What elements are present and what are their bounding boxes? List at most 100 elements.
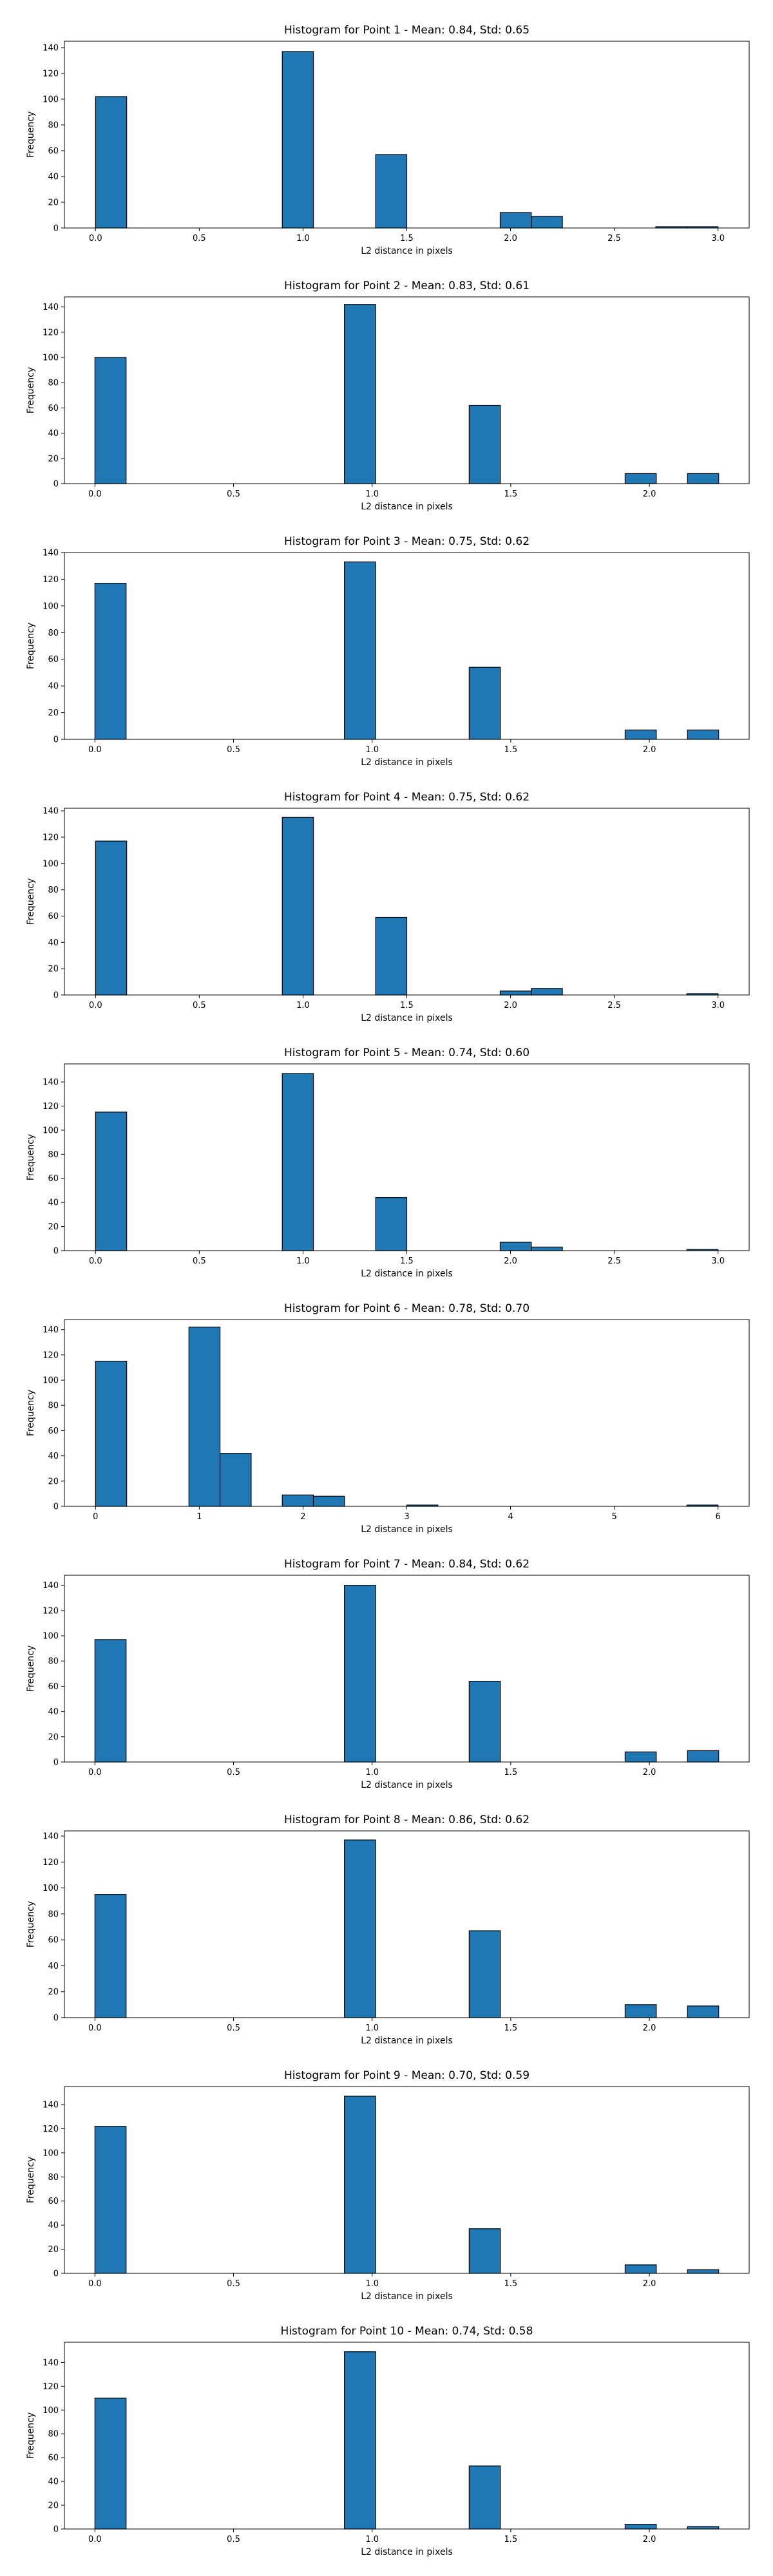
y-tick-label: 40: [48, 1198, 59, 1208]
x-tick-label: 1.0: [296, 234, 310, 243]
chart-title: Histogram for Point 4 - Mean: 0.75, Std:…: [284, 791, 530, 804]
histogram-bar: [624, 729, 657, 740]
x-tick-label: 1.5: [400, 234, 414, 243]
histogram-bar: [624, 1751, 657, 1763]
histogram-bar: [344, 304, 376, 484]
y-tick-label: 100: [43, 1884, 59, 1893]
y-tick-label: 80: [48, 629, 59, 638]
chart-title: Histogram for Point 7 - Mean: 0.84, Std:…: [284, 1558, 530, 1571]
y-tick-label: 140: [43, 2358, 59, 2368]
x-tick-label: 0.5: [193, 234, 206, 243]
y-tick-label: 40: [48, 1707, 59, 1717]
chart-title: Histogram for Point 2 - Mean: 0.83, Std:…: [284, 279, 530, 292]
y-axis-label: Frequency: [26, 1645, 36, 1692]
y-tick-label: 40: [48, 429, 59, 439]
x-tick-label: 1.5: [504, 745, 518, 755]
y-tick-label: 120: [43, 1350, 59, 1360]
x-axis-label: L2 distance in pixels: [361, 757, 453, 768]
x-axis-label: L2 distance in pixels: [361, 502, 453, 512]
chart-title: Histogram for Point 5 - Mean: 0.74, Std:…: [284, 1046, 530, 1059]
histogram-bar: [344, 1585, 376, 1763]
y-tick-label: 20: [48, 1987, 59, 1997]
y-tick-label: 20: [48, 2245, 59, 2255]
y-tick-label: 20: [48, 965, 59, 974]
y-axis-label: Frequency: [26, 2157, 36, 2203]
y-tick-label: 100: [43, 354, 59, 363]
x-tick-label: 1.5: [400, 1256, 414, 1266]
x-tick-label: 1.0: [365, 2535, 379, 2544]
y-tick-label: 20: [48, 454, 59, 464]
x-axis-label: L2 distance in pixels: [361, 1269, 453, 1279]
x-tick-label: 2.5: [607, 234, 621, 243]
x-tick-label: 2.0: [643, 489, 656, 499]
histogram-bar: [344, 2096, 376, 2274]
x-tick-label: 0.0: [89, 234, 102, 243]
y-tick-label: 100: [43, 95, 59, 105]
y-tick-label: 140: [43, 1581, 59, 1591]
y-tick-label: 120: [43, 833, 59, 842]
y-tick-label: 0: [53, 2269, 59, 2279]
x-tick-label: 1.0: [365, 1768, 379, 1777]
chart-title: Histogram for Point 10 - Mean: 0.74, Std…: [281, 2325, 533, 2338]
x-tick-label: 0.5: [227, 745, 240, 755]
y-tick-label: 40: [48, 1452, 59, 1461]
x-tick-label: 1.5: [504, 1768, 518, 1777]
plot-frame: [64, 2086, 750, 2274]
histogram-bar: [188, 1327, 221, 1507]
histogram-1: Histogram for Point 1 - Mean: 0.84, Std:…: [26, 24, 750, 256]
y-tick-label: 120: [43, 2125, 59, 2134]
y-tick-label: 40: [48, 938, 59, 948]
x-axis-label: L2 distance in pixels: [361, 1780, 453, 1790]
y-axis-label: Frequency: [26, 367, 36, 413]
x-tick-label: 4: [508, 1512, 513, 1522]
histogram-bar: [468, 1930, 501, 2018]
histogram-bar: [95, 96, 128, 229]
histogram-bar: [531, 988, 563, 996]
plot-frame: [64, 2342, 750, 2530]
histogram-bar: [687, 2269, 720, 2274]
x-tick-label: 3.0: [711, 1256, 725, 1266]
histogram-6: Histogram for Point 6 - Mean: 0.78, Std:…: [26, 1302, 750, 1535]
histogram-7: Histogram for Point 7 - Mean: 0.84, Std:…: [26, 1558, 750, 1790]
x-tick-label: 0.0: [88, 2023, 102, 2033]
y-tick-label: 140: [43, 1832, 59, 1842]
histogram-bar: [499, 990, 532, 996]
y-tick-label: 0: [53, 480, 59, 489]
y-tick-label: 20: [48, 1732, 59, 1742]
x-tick-label: 3.0: [711, 234, 725, 243]
y-axis-label: Frequency: [26, 623, 36, 669]
y-tick-label: 140: [43, 1325, 59, 1335]
chart-title: Histogram for Point 6 - Mean: 0.78, Std:…: [284, 1302, 530, 1315]
x-tick-label: 2.0: [643, 2023, 656, 2033]
histogram-5: Histogram for Point 5 - Mean: 0.74, Std:…: [26, 1046, 750, 1279]
histogram-bar: [687, 729, 720, 740]
histogram-bar: [531, 216, 563, 229]
x-tick-label: 0.0: [88, 2279, 102, 2289]
y-tick-label: 140: [43, 44, 59, 53]
histogram-bar: [94, 1894, 127, 2018]
y-tick-label: 0: [53, 224, 59, 234]
x-tick-label: 1.5: [400, 1001, 414, 1010]
y-tick-label: 80: [48, 121, 59, 131]
plot-frame: [64, 296, 750, 484]
y-tick-label: 140: [43, 1078, 59, 1088]
y-axis-label: Frequency: [26, 2412, 36, 2459]
y-tick-label: 80: [48, 379, 59, 388]
x-axis-label: L2 distance in pixels: [361, 2547, 453, 2557]
y-tick-label: 0: [53, 2014, 59, 2023]
x-tick-label: 0.0: [89, 1001, 102, 1010]
x-tick-label: 0.5: [227, 1768, 240, 1777]
x-tick-label: 2.0: [504, 1256, 517, 1266]
y-tick-label: 20: [48, 1477, 59, 1486]
y-tick-label: 60: [48, 1682, 59, 1692]
y-tick-label: 60: [48, 147, 59, 156]
y-tick-label: 60: [48, 912, 59, 922]
histogram-bar: [687, 473, 720, 484]
histogram-bar: [468, 2465, 501, 2530]
x-tick-label: 2.0: [643, 2535, 656, 2544]
histogram-bar: [95, 840, 128, 996]
y-tick-label: 80: [48, 886, 59, 895]
x-tick-label: 1.5: [504, 489, 518, 499]
x-tick-label: 0.5: [193, 1001, 206, 1010]
histogram-2: Histogram for Point 2 - Mean: 0.83, Std:…: [26, 279, 750, 512]
